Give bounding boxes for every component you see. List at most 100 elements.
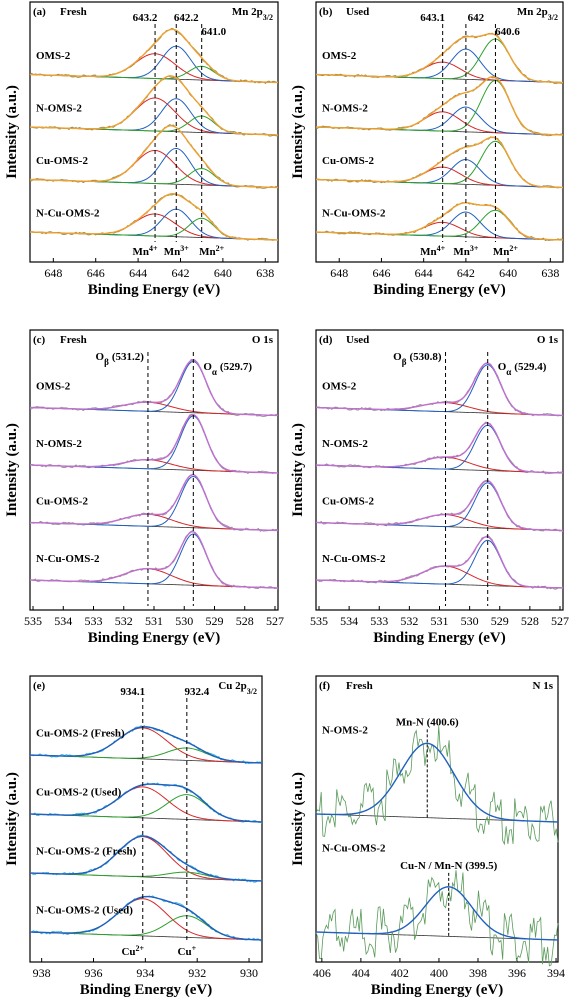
fit-envelope bbox=[315, 75, 564, 136]
peak-label: 642 bbox=[468, 12, 485, 24]
species-name: Mn bbox=[199, 246, 216, 258]
element-label: N 1s bbox=[533, 680, 554, 692]
species-charge: 3+ bbox=[470, 244, 479, 253]
species-name: Cu bbox=[178, 946, 192, 958]
x-axis-title: Binding Energy (eV) bbox=[88, 630, 221, 646]
species-label: Mn2+ bbox=[493, 244, 519, 259]
x-tick-label: 406 bbox=[313, 966, 331, 980]
x-tick-label: 394 bbox=[547, 966, 565, 980]
x-tick-label: 930 bbox=[240, 966, 258, 980]
x-tick-label: 404 bbox=[352, 966, 370, 980]
element-sub: 3/2 bbox=[548, 13, 558, 22]
species-label: Mn2+ bbox=[199, 244, 225, 259]
x-tick-label: 535 bbox=[24, 614, 42, 628]
species-label: Oα (529.4) bbox=[498, 361, 547, 377]
sample-label: N-Cu-OMS-2 bbox=[322, 207, 386, 219]
species-name: Mn bbox=[420, 246, 437, 258]
element-name: O 1s bbox=[537, 334, 559, 346]
species-name: O bbox=[203, 361, 212, 373]
sample-label: N-Cu-OMS-2 bbox=[322, 553, 386, 565]
sample-label: OMS-2 bbox=[322, 50, 357, 62]
x-tick-label: 648 bbox=[330, 266, 348, 280]
x-tick-label: 936 bbox=[85, 966, 103, 980]
fit-envelope bbox=[315, 479, 564, 532]
species-sub: β bbox=[402, 357, 407, 367]
x-tick-label: 530 bbox=[461, 614, 479, 628]
fit-envelope bbox=[29, 75, 279, 136]
x-tick-label: 642 bbox=[171, 266, 189, 280]
panel-label: (a) bbox=[33, 6, 46, 18]
fit-component bbox=[315, 111, 564, 136]
peak-value: (529.4) bbox=[514, 361, 546, 373]
species-charge: 4+ bbox=[149, 244, 158, 253]
peak-label: 643.1 bbox=[420, 12, 445, 24]
fit-envelope bbox=[29, 835, 263, 882]
y-axis-title: Intensity (a.u.) bbox=[290, 423, 306, 517]
fit-component bbox=[29, 217, 279, 241]
panel-label: (e) bbox=[33, 680, 46, 692]
species-name: O bbox=[96, 351, 105, 363]
x-tick-label: 528 bbox=[236, 614, 254, 628]
fit-envelope bbox=[29, 192, 279, 241]
fit-envelope bbox=[315, 536, 564, 589]
panel-label: (f) bbox=[319, 680, 330, 692]
x-tick-label: 400 bbox=[430, 966, 448, 980]
element-label: O 1s bbox=[537, 334, 559, 346]
condition-label: Fresh bbox=[60, 6, 87, 18]
sample-label: OMS-2 bbox=[36, 381, 71, 393]
species-label: Oα (529.7) bbox=[203, 361, 252, 377]
x-tick-label: 532 bbox=[400, 614, 418, 628]
plot-frame bbox=[315, 1, 564, 263]
fit-component bbox=[315, 61, 564, 83]
y-axis-title: Intensity (a.u.) bbox=[4, 423, 20, 517]
fit-envelope bbox=[315, 202, 564, 241]
x-tick-label: 528 bbox=[521, 614, 539, 628]
fit-envelope bbox=[29, 895, 263, 941]
x-axis-title: Binding Energy (eV) bbox=[373, 282, 506, 298]
peak-value: (531.2) bbox=[112, 351, 144, 363]
element-label: Mn 2p3/2 bbox=[232, 6, 273, 22]
element-name: N 1s bbox=[533, 680, 554, 692]
condition-label: Fresh bbox=[346, 680, 373, 692]
species-label: Mn3+ bbox=[453, 244, 479, 259]
fit-envelope bbox=[315, 362, 564, 417]
fit-component bbox=[29, 168, 279, 188]
raw-spectrum bbox=[29, 834, 263, 883]
sample-label: Cu-OMS-2 bbox=[322, 496, 374, 508]
condition-label: Fresh bbox=[60, 334, 87, 346]
x-tick-label: 531 bbox=[431, 614, 449, 628]
x-tick-label: 530 bbox=[175, 614, 193, 628]
raw-spectrum bbox=[315, 870, 559, 967]
sample-label: N-Cu-OMS-2 bbox=[36, 207, 100, 219]
species-name: Mn bbox=[493, 246, 510, 258]
sample-label: N-OMS-2 bbox=[322, 725, 368, 737]
species-name: Cu bbox=[121, 946, 135, 958]
x-tick-label: 532 bbox=[115, 614, 133, 628]
species-label: Oβ (531.2) bbox=[96, 351, 145, 367]
fit-component bbox=[29, 568, 279, 589]
sample-label: N-OMS-2 bbox=[322, 102, 368, 114]
x-tick-label: 533 bbox=[370, 614, 388, 628]
fit-component bbox=[315, 166, 564, 188]
x-tick-label: 646 bbox=[87, 266, 105, 280]
peak-label: 643.2 bbox=[133, 12, 158, 24]
fit-component bbox=[315, 565, 564, 589]
x-tick-label: 402 bbox=[391, 966, 409, 980]
x-axis-title: Binding Energy (eV) bbox=[80, 982, 213, 997]
sample-label: Cu-OMS-2 bbox=[36, 155, 88, 167]
element-name: Mn 2p bbox=[232, 6, 263, 18]
sample-label: Cu-OMS-2 bbox=[36, 496, 88, 508]
sample-label: Cu-OMS-2 bbox=[322, 155, 374, 167]
species-charge: 3+ bbox=[180, 244, 189, 253]
raw-spectrum bbox=[315, 726, 559, 846]
sample-label: OMS-2 bbox=[322, 381, 357, 393]
x-tick-label: 638 bbox=[541, 266, 559, 280]
element-name: Mn 2p bbox=[517, 6, 548, 18]
x-tick-label: 396 bbox=[508, 966, 526, 980]
species-name: Mn bbox=[453, 246, 470, 258]
peak-label: 642.2 bbox=[174, 12, 199, 24]
peak-label: 640.6 bbox=[495, 26, 520, 38]
species-name: Mn bbox=[133, 246, 150, 258]
plot-frame bbox=[29, 675, 263, 963]
fit-envelope bbox=[29, 726, 263, 764]
